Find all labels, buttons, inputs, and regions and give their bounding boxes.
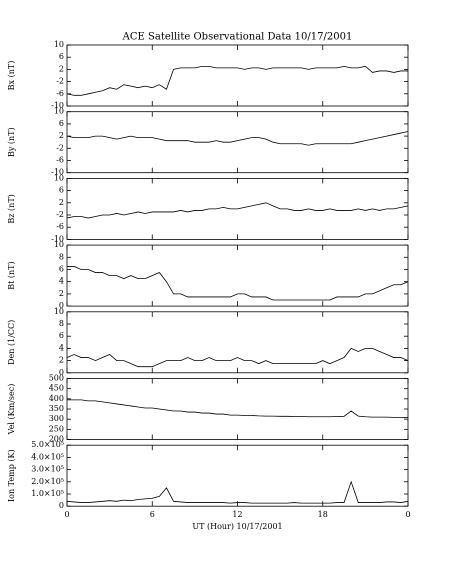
y-tick-label: 2 (59, 131, 64, 140)
y-tick-label: 200 (49, 435, 64, 444)
y-tick-label: 10 (54, 240, 64, 249)
y-tick-label: -10 (51, 234, 64, 243)
y-tick-label: 5.0×10⁵ (31, 440, 64, 449)
x-axis-label: UT (Hour) 10/17/2001 (192, 522, 282, 531)
y-tick-label: -6 (56, 156, 64, 165)
y-tick-label: -2 (56, 210, 64, 219)
x-tick-label: 0 (405, 510, 410, 519)
y-axis-label: Vel (Km/sec) (7, 384, 16, 436)
y-tick-label: 10 (54, 307, 64, 316)
y-tick-label: -6 (56, 89, 64, 98)
y-tick-label: -2 (56, 143, 64, 152)
y-tick-label: 2 (59, 198, 64, 207)
y-tick-label: 400 (49, 394, 64, 403)
y-axis-label: Bz (nT) (7, 194, 16, 223)
y-axis-label: By (nT) (7, 127, 16, 157)
y-tick-label: 10 (54, 107, 64, 116)
panel-frame (66, 444, 409, 507)
y-tick-label: 1.0×10⁵ (31, 489, 64, 498)
y-tick-label: 0 (59, 301, 64, 310)
y-axis-label: Bx (nT) (7, 61, 16, 91)
y-tick-label: 3.0×10⁵ (31, 465, 64, 474)
data-line (67, 266, 409, 301)
x-tick-label: 12 (232, 510, 242, 519)
y-tick-label: 6 (59, 186, 64, 195)
y-tick-label: 450 (49, 384, 64, 393)
data-line (67, 399, 409, 418)
y-tick-label: -2 (56, 77, 64, 86)
y-tick-label: 2.0×10⁵ (31, 477, 64, 486)
y-tick-label: 4.0×10⁵ (31, 452, 64, 461)
y-tick-label: 6 (59, 331, 64, 340)
y-tick-label: -6 (56, 222, 64, 231)
panel-frame (66, 44, 409, 107)
y-tick-label: 2 (59, 64, 64, 73)
data-line (66, 480, 409, 504)
y-tick-label: 4 (59, 343, 64, 352)
panel-frame (66, 378, 409, 440)
y-tick-label: -10 (51, 168, 64, 177)
y-tick-label: 2 (59, 289, 64, 298)
x-tick-label: 0 (64, 510, 69, 519)
data-line (66, 202, 409, 219)
y-tick-label: 0 (59, 501, 64, 510)
y-tick-label: 6 (59, 265, 64, 274)
x-tick-label: 6 (150, 510, 155, 519)
data-line (66, 131, 409, 146)
y-tick-label: 250 (49, 424, 64, 433)
y-axis-label: Den (1/CC) (7, 320, 16, 365)
y-tick-label: 6 (59, 119, 64, 128)
y-tick-label: 6 (59, 52, 64, 61)
data-line (66, 65, 408, 96)
y-tick-label: 8 (59, 319, 64, 328)
y-axis-label: Bt (nT) (7, 261, 16, 289)
y-tick-label: 300 (49, 414, 64, 423)
y-tick-label: 10 (54, 40, 64, 49)
x-tick-label: 18 (318, 510, 328, 519)
y-tick-label: 350 (49, 404, 64, 413)
y-tick-label: 0 (59, 368, 64, 377)
y-tick-label: 500 (49, 374, 64, 383)
y-tick-label: 8 (59, 252, 64, 261)
y-axis-label: Ion Temp (K) (7, 449, 16, 502)
y-tick-label: 4 (59, 277, 64, 286)
data-line (66, 347, 409, 368)
y-tick-label: 2 (59, 356, 64, 365)
y-tick-label: 10 (54, 173, 64, 182)
panel-frame (66, 311, 409, 374)
y-tick-label: -10 (51, 101, 64, 110)
chart-title: ACE Satellite Observational Data 10/17/2… (122, 32, 353, 43)
